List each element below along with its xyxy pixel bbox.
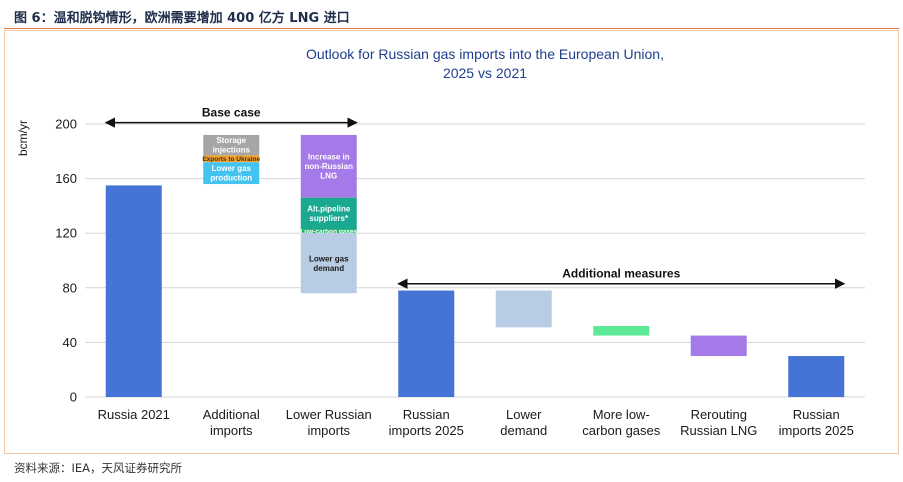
bar-segment (593, 326, 650, 336)
x-tick-label: Lower (506, 407, 542, 422)
bar-segment (203, 134, 260, 156)
annotation-label: Base case (202, 106, 261, 120)
x-tick-label: Russian (793, 407, 840, 422)
chart-container: Outlook for Russian gas imports into the… (4, 30, 899, 454)
x-tick-label: More low- (593, 407, 650, 422)
segment-label: Alt.pipeline (307, 204, 351, 213)
segment-label: suppliers* (309, 214, 349, 223)
bar-segment (300, 233, 357, 294)
segment-label: production (210, 174, 252, 183)
y-tick-label: 200 (55, 117, 77, 132)
x-tick-label: Russia 2021 (98, 407, 170, 422)
annotation-label: Additional measures (562, 267, 680, 281)
bar-segment (690, 335, 747, 357)
x-tick-label: imports (210, 423, 253, 438)
segment-label: injections (213, 146, 251, 155)
segment-label: non-Russian (305, 162, 354, 171)
segment-label: Lower gas (309, 254, 349, 263)
x-tick-label: imports 2025 (389, 423, 464, 438)
y-tick-label: 40 (63, 335, 77, 350)
chart-title: Outlook for Russian gas imports into the… (306, 46, 664, 62)
bar-segment (398, 290, 455, 397)
bar-segment (300, 197, 357, 230)
y-tick-label: 80 (63, 280, 77, 295)
x-tick-label: imports (307, 423, 350, 438)
segment-label: Exports to Ukraine (202, 156, 260, 163)
y-tick-label: 0 (70, 390, 77, 405)
segment-label: demand (313, 264, 344, 273)
bar-segment (788, 356, 845, 397)
x-tick-label: demand (500, 423, 547, 438)
x-tick-label: Russian (403, 407, 450, 422)
y-axis-label: bcm/yr (16, 120, 30, 156)
waterfall-chart: Outlook for Russian gas imports into the… (16, 46, 865, 438)
segment-label: Increase in (308, 153, 350, 162)
segment-label: Low-carbon gases (300, 228, 357, 235)
x-tick-label: imports 2025 (779, 423, 854, 438)
bar-segment (495, 290, 552, 328)
segment-label: Lower gas (211, 164, 251, 173)
figure-source: 资料来源：IEA，天风证券研究所 (14, 461, 183, 475)
x-tick-label: Additional (203, 407, 260, 422)
x-tick-label: Lower Russian (286, 407, 372, 422)
figure-header: 图 6：温和脱钩情形，欧洲需要增加 400 亿方 LNG 进口 (4, 4, 899, 29)
y-tick-label: 120 (55, 226, 77, 241)
figure-caption: 图 6：温和脱钩情形，欧洲需要增加 400 亿方 LNG 进口 (14, 10, 350, 26)
bar-segment (300, 229, 357, 234)
bar-segment (203, 155, 260, 163)
segment-label: LNG (320, 172, 337, 181)
y-tick-label: 160 (55, 171, 77, 186)
segment-label: Storage (216, 136, 246, 145)
bar-segment (300, 134, 357, 198)
x-tick-label: Russian LNG (680, 423, 757, 438)
x-tick-label: carbon gases (582, 423, 661, 438)
bar-segment (203, 162, 260, 185)
chart-subtitle: 2025 vs 2021 (443, 65, 527, 81)
bar-segment (105, 185, 162, 397)
x-tick-label: Rerouting (691, 407, 747, 422)
